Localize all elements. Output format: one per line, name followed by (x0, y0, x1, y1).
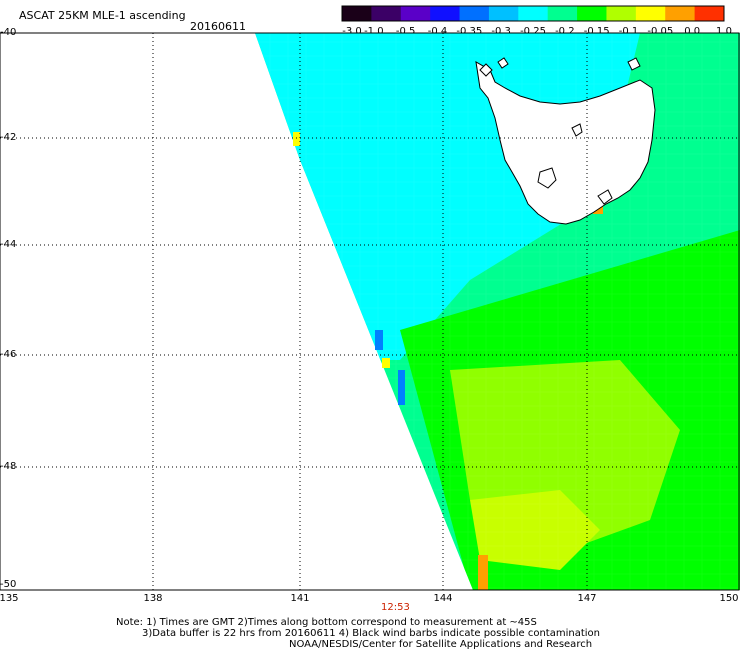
colorbar-segment (694, 6, 725, 21)
colorbar-segment (430, 6, 461, 21)
swath-map (0, 32, 740, 591)
low-value-pixel (375, 330, 383, 350)
colorbar-segment (459, 6, 490, 21)
island-coastline (597, 189, 613, 205)
low-value-pixel (398, 370, 405, 405)
colorbar-segment (518, 6, 549, 21)
colorbar-tick: -0.5 (395, 26, 416, 37)
lat-lon-grid (0, 33, 740, 590)
island-coastline (497, 57, 509, 69)
product-title: ASCAT 25KM MLE-1 ascending (19, 9, 186, 22)
lon-label: 147 (577, 593, 597, 604)
footnote-line-3: NOAA/NESDIS/Center for Satellite Applica… (289, 639, 593, 650)
lon-label: 141 (290, 593, 310, 604)
island-coastline (537, 167, 557, 189)
lat-label: -42 (0, 132, 17, 143)
lon-label: 138 (143, 593, 163, 604)
product-date: 20160611 (190, 20, 246, 33)
lat-label: -40 (0, 27, 17, 38)
colorbar-segment (488, 6, 519, 21)
colorbar-tick: -0.1 (618, 26, 639, 37)
lat-label: -44 (0, 239, 17, 250)
colorbar-tick: -0.05 (647, 26, 674, 37)
colorbar-segment (371, 6, 402, 21)
high-value-pixel (382, 358, 390, 368)
footnote-line-2: 3)Data buffer is 22 hrs from 20160611 4)… (142, 628, 600, 639)
colorbar-segment (606, 6, 637, 21)
colorbar-tick: 1.0 (716, 26, 732, 37)
island-coastline (627, 57, 641, 71)
lon-label: 135 (0, 593, 19, 604)
high-value-pixel (293, 132, 300, 146)
colorbar-segment (342, 6, 372, 21)
lon-label: 150 (719, 593, 739, 604)
colorbar-tick: -0.25 (520, 26, 546, 37)
colorbar-tick: -3.0 (342, 26, 362, 37)
lat-label: -50 (0, 579, 17, 590)
footnote-line-1: Note: 1) Times are GMT 2)Times along bot… (116, 617, 537, 628)
colorbar-segment (547, 6, 578, 21)
colorbar-segment (577, 6, 607, 21)
colorbar-tick: -0.3 (491, 26, 511, 37)
lat-label: -46 (0, 349, 17, 360)
island-coastline (571, 123, 583, 137)
colorbar-tick: -1.0 (364, 26, 384, 37)
colorbar-tick: 0.0 (684, 26, 701, 37)
colorbar (341, 5, 725, 22)
colorbar-tick: -0.15 (583, 26, 610, 37)
high-value-pixel (478, 555, 488, 590)
colorbar-segment (665, 6, 696, 21)
colorbar-segment (635, 6, 666, 21)
tasmania-landmass (475, 61, 656, 225)
colorbar-tick: -0.2 (555, 26, 575, 37)
lat-label: -48 (0, 461, 17, 472)
colorbar-tick: -0.35 (456, 26, 483, 37)
lon-label: 144 (433, 593, 453, 604)
colorbar-segment (400, 6, 431, 21)
pass-time: 12:53 (381, 602, 410, 613)
map-frame (0, 32, 740, 591)
island-coastline (479, 63, 493, 77)
colorbar-tick: -0.4 (427, 26, 448, 37)
